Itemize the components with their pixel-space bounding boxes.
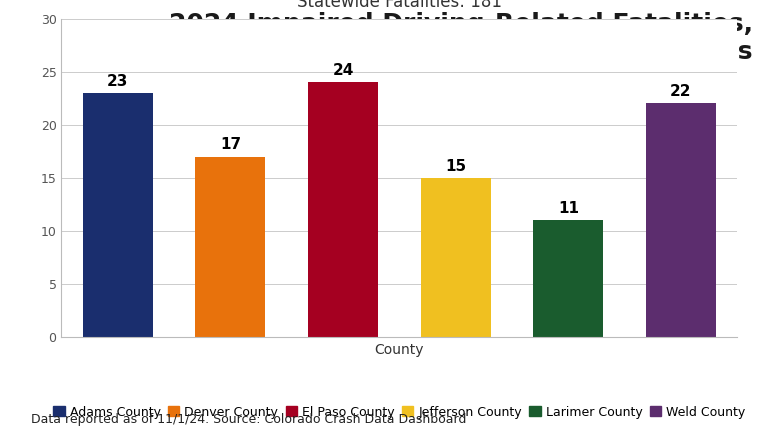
Text: 23: 23 — [107, 73, 128, 89]
Text: 24: 24 — [333, 63, 354, 78]
Bar — [421, 178, 491, 337]
Text: 15: 15 — [445, 159, 466, 174]
Bar — [308, 82, 378, 337]
Text: 22: 22 — [670, 84, 692, 99]
Legend: Adams County, Denver County, El Paso County, Jefferson County, Larimer County, W: Adams County, Denver County, El Paso Cou… — [48, 400, 750, 423]
Title: Statewide Fatalities: 181: Statewide Fatalities: 181 — [297, 0, 502, 12]
Text: 2024 Impaired Driving-Related Fatalities,
Highest Counties: 2024 Impaired Driving-Related Fatalities… — [169, 12, 753, 64]
Bar — [196, 156, 265, 337]
Text: 17: 17 — [220, 137, 241, 152]
Bar — [83, 93, 153, 337]
Text: 11: 11 — [558, 201, 579, 216]
Text: Data reported as of 11/1/24. Source: Colorado Crash Data Dashboard: Data reported as of 11/1/24. Source: Col… — [31, 413, 466, 426]
X-axis label: County: County — [375, 343, 424, 356]
Bar — [534, 220, 603, 337]
Bar — [646, 104, 716, 337]
